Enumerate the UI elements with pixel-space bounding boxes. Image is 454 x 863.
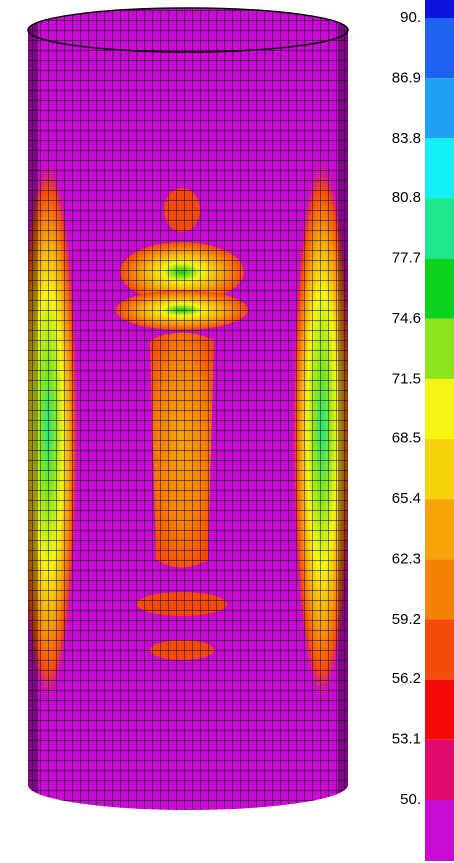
legend-band	[425, 620, 454, 680]
legend-band	[425, 439, 454, 499]
legend-tick-label: 74.6	[392, 310, 421, 327]
cylinder	[18, 0, 360, 820]
legend-tick-label: 50.	[400, 791, 421, 808]
legend-tick-label: 56.2	[392, 670, 421, 687]
legend-band	[425, 259, 454, 319]
legend-tick-label: 71.5	[392, 371, 421, 388]
legend-band	[425, 800, 454, 861]
legend-tick-label: 90.	[400, 9, 421, 26]
legend-tick-label: 80.8	[392, 189, 421, 206]
legend-tick-label: 83.8	[392, 130, 421, 147]
contour-view: 90. 86.9 83.8 80.8 77.7 74.6 71.5 68.5 65.4 62.3 5…	[0, 0, 454, 863]
legend-band	[425, 78, 454, 138]
legend-tick-label: 65.4	[392, 490, 421, 507]
legend-tick-label: 77.7	[392, 249, 421, 266]
legend-tick-label: 53.1	[392, 730, 421, 747]
legend-band	[425, 499, 454, 559]
legend-band	[425, 680, 454, 740]
legend-tick-label: 62.3	[392, 551, 421, 568]
legend-band	[425, 18, 454, 78]
color-legend: 90. 86.9 83.8 80.8 77.7 74.6 71.5 68.5 65.4 62.3 5…	[392, 0, 454, 861]
legend-band	[425, 559, 454, 619]
legend-band	[425, 319, 454, 379]
legend-band	[425, 0, 454, 18]
legend-band	[425, 138, 454, 198]
page: {"legend":{"ticks":[{"value":90,"label":…	[0, 0, 454, 863]
legend-tick-label: 59.2	[392, 611, 421, 628]
legend-tick-label: 68.5	[392, 429, 421, 446]
legend-band	[425, 740, 454, 800]
legend-band	[425, 379, 454, 439]
legend-band	[425, 198, 454, 258]
legend-tick-label: 86.9	[392, 70, 421, 87]
